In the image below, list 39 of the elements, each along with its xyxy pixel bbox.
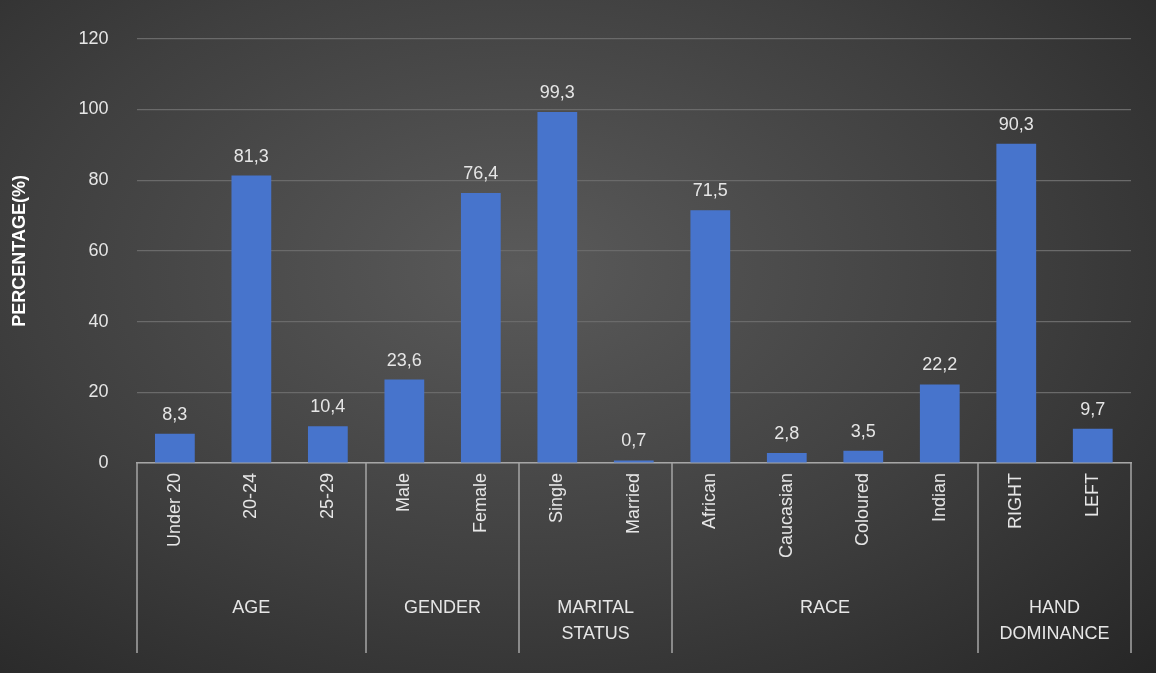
y-tick-label: 40 xyxy=(88,310,109,331)
data-label: 22,2 xyxy=(922,354,958,375)
x-tick-label: 20-24 xyxy=(240,473,261,520)
text: HAND DOMINANCE xyxy=(999,596,1110,643)
data-label: 81,3 xyxy=(233,145,269,166)
y-tick-label: 80 xyxy=(88,169,109,190)
data-label: 2,8 xyxy=(774,423,800,444)
x-tick-label: Male xyxy=(393,473,414,513)
data-label: 3,5 xyxy=(850,420,876,441)
y-tick-label: 20 xyxy=(88,381,109,402)
y-tick-label: 100 xyxy=(78,98,109,119)
x-tick-label: Coloured xyxy=(852,473,873,547)
x-tick-label: Indian xyxy=(928,473,949,523)
x-tick-label: LEFT xyxy=(1081,473,1102,518)
x-tick-label: Married xyxy=(622,473,643,535)
text: RACE xyxy=(800,596,851,617)
data-label: 99,3 xyxy=(539,81,575,102)
y-tick-label: 120 xyxy=(78,27,109,48)
data-label: 76,4 xyxy=(463,162,499,183)
x-tick-label: RIGHT xyxy=(1005,473,1026,529)
x-tick-label: African xyxy=(699,473,720,530)
data-label: 9,7 xyxy=(1080,398,1106,419)
data-label: 71,5 xyxy=(692,180,728,201)
y-tick-label: 60 xyxy=(88,239,109,260)
x-tick-label: 25-29 xyxy=(316,473,337,520)
x-tick-label: Under 20 xyxy=(163,473,184,548)
data-label: 0,7 xyxy=(621,430,647,451)
data-label: 23,6 xyxy=(386,349,422,370)
y-axis-title: PERCENTAGE(%) xyxy=(8,175,29,327)
text: AGE xyxy=(232,596,271,617)
data-label: 10,4 xyxy=(310,396,346,417)
x-tick-label: Single xyxy=(546,473,567,524)
y-tick-label: 0 xyxy=(98,451,109,472)
data-label: 90,3 xyxy=(998,113,1034,134)
x-tick-label: Female xyxy=(469,473,490,534)
data-label: 8,3 xyxy=(162,403,188,424)
x-tick-label: Caucasian xyxy=(775,473,796,559)
text: GENDER xyxy=(404,596,482,617)
text: MARITAL STATUS xyxy=(557,596,634,643)
